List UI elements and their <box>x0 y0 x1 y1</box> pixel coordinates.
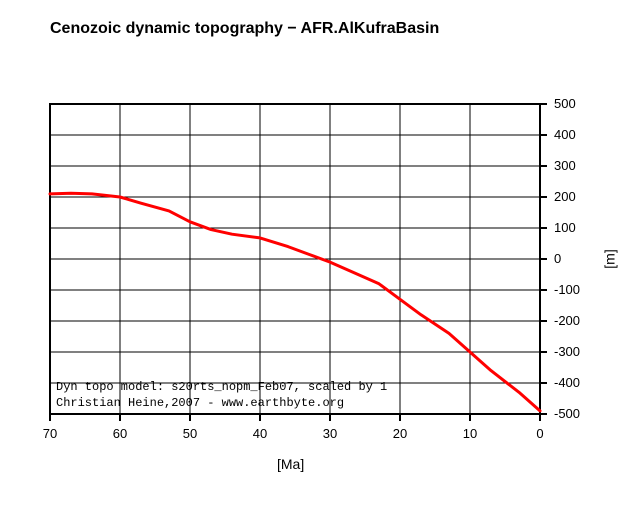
y-tick: -300 <box>554 344 580 359</box>
x-tick: 40 <box>248 426 272 441</box>
y-tick: 500 <box>554 96 576 111</box>
credit-line-1: Dyn topo model: s20rts_nopm_Feb07, scale… <box>56 380 387 394</box>
x-tick: 0 <box>528 426 552 441</box>
y-tick: -500 <box>554 406 580 421</box>
y-tick: -200 <box>554 313 580 328</box>
y-tick: -100 <box>554 282 580 297</box>
x-tick: 30 <box>318 426 342 441</box>
y-tick: 200 <box>554 189 576 204</box>
x-axis-label: [Ma] <box>277 456 304 472</box>
credit-line-2: Christian Heine,2007 - www.earthbyte.org <box>56 396 344 410</box>
y-tick: 100 <box>554 220 576 235</box>
chart-container: { "chart": { "type": "line", "title": "C… <box>0 0 635 515</box>
x-tick: 60 <box>108 426 132 441</box>
x-tick: 50 <box>178 426 202 441</box>
x-tick: 10 <box>458 426 482 441</box>
x-tick: 20 <box>388 426 412 441</box>
y-tick: -400 <box>554 375 580 390</box>
y-tick: 400 <box>554 127 576 142</box>
y-axis-label: [m] <box>602 249 618 268</box>
x-tick: 70 <box>38 426 62 441</box>
y-tick: 300 <box>554 158 576 173</box>
y-tick: 0 <box>554 251 561 266</box>
